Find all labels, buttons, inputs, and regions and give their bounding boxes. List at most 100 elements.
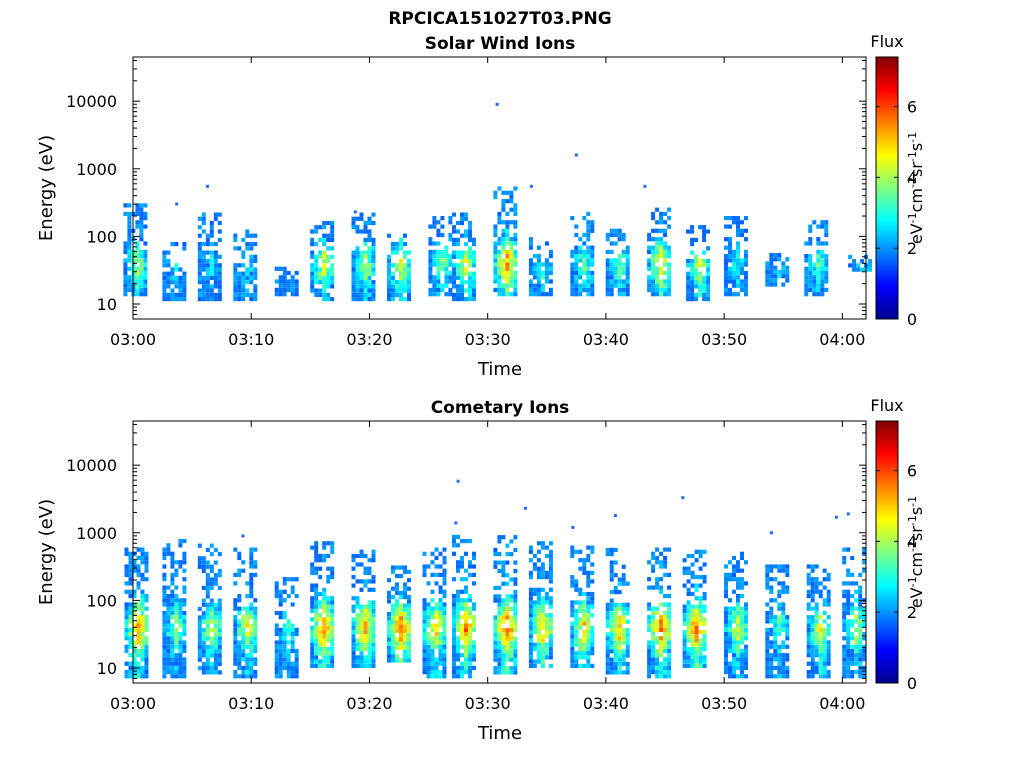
flux-cell	[810, 665, 815, 670]
flux-cell	[205, 258, 210, 264]
flux-cell	[540, 655, 545, 660]
flux-cell	[428, 287, 433, 292]
flux-cell	[249, 632, 254, 637]
flux-cell	[769, 598, 774, 603]
flux-cell	[209, 288, 214, 293]
flux-cell	[625, 661, 630, 667]
flux-cell	[625, 262, 630, 267]
colorbar-tick-label: 0	[907, 674, 917, 693]
flux-cell	[655, 661, 660, 666]
flux-cell	[501, 245, 506, 250]
flux-cell	[493, 275, 498, 280]
flux-cell	[586, 642, 591, 647]
flux-cell	[318, 566, 323, 571]
flux-cell	[765, 568, 770, 573]
flux-cell	[513, 598, 518, 603]
flux-cell	[127, 258, 132, 263]
flux-cell	[213, 645, 218, 650]
flux-cell	[505, 666, 510, 671]
flux-cell	[314, 600, 319, 605]
flux-cell	[659, 254, 664, 259]
flux-burst	[452, 212, 476, 302]
flux-cell	[505, 266, 510, 271]
flux-cell	[532, 283, 537, 288]
flux-cell	[694, 583, 699, 588]
flux-cell	[399, 624, 403, 629]
flux-cell	[765, 648, 770, 654]
flux-cell	[605, 653, 610, 658]
flux-cell	[217, 615, 222, 620]
flux-cell	[570, 608, 575, 613]
flux-cell	[468, 598, 472, 603]
flux-cell	[528, 237, 533, 242]
flux-cell	[182, 271, 187, 276]
flux-cell	[740, 220, 744, 225]
flux-cell	[818, 589, 823, 594]
flux-cell	[162, 555, 167, 561]
flux-cell	[355, 600, 360, 605]
flux-cell	[854, 581, 859, 586]
flux-cell	[513, 254, 518, 259]
flux-cell	[294, 270, 299, 276]
flux-cell	[732, 292, 736, 297]
flux-cell	[621, 640, 626, 645]
flux-cell	[617, 615, 622, 620]
flux-cell	[773, 564, 778, 569]
flux-cell	[773, 274, 778, 279]
flux-cell	[505, 602, 510, 607]
flux-cell	[452, 263, 456, 268]
flux-cell	[472, 665, 476, 670]
flux-cell	[578, 270, 583, 276]
flux-cell	[501, 237, 506, 242]
flux-cell	[170, 653, 175, 658]
flux-cell	[765, 665, 770, 670]
flux-cell	[613, 619, 618, 624]
flux-cell	[403, 624, 407, 629]
flux-cell	[166, 292, 171, 297]
flux-cell	[144, 555, 149, 561]
flux-cell	[582, 270, 587, 276]
flux-cell	[578, 292, 583, 297]
flux-cell	[804, 241, 809, 246]
flux-cell	[736, 254, 740, 259]
flux-cell	[728, 648, 732, 654]
flux-cell	[728, 610, 732, 616]
flux-cell	[201, 564, 206, 569]
flux-cell	[605, 649, 610, 654]
flux-cell	[544, 591, 549, 597]
flux-cell	[174, 657, 179, 662]
flux-cell	[536, 651, 541, 656]
flux-cell	[501, 636, 506, 641]
flux-cell	[363, 566, 368, 571]
flux-cell	[403, 275, 407, 280]
flux-cell	[456, 644, 460, 649]
flux-cell	[769, 261, 774, 266]
flux-cell	[690, 225, 695, 230]
flux-cell	[647, 615, 652, 620]
flux-cell	[197, 225, 202, 230]
flux-cell	[493, 594, 498, 599]
flux-cell	[540, 275, 545, 280]
flux-cell	[686, 646, 691, 652]
flux-cell	[166, 623, 171, 628]
flux-cell	[456, 534, 460, 539]
flux-cell	[617, 636, 622, 641]
flux-cell	[162, 665, 167, 670]
flux-cell	[728, 560, 732, 565]
flux-cell	[170, 292, 175, 297]
flux-cell	[399, 297, 403, 302]
flux-cell	[359, 250, 364, 255]
flux-cell	[651, 564, 656, 569]
flux-cell	[322, 267, 327, 272]
flux-cell	[698, 638, 703, 643]
flux-cell	[501, 199, 506, 204]
flux-cell	[135, 249, 140, 254]
flux-cell	[773, 644, 778, 649]
flux-cell	[351, 646, 356, 652]
flux-cell	[170, 297, 175, 302]
flux-cell	[651, 640, 656, 645]
flux-cell	[647, 266, 652, 271]
flux-cell	[241, 674, 246, 679]
flux-cell	[663, 640, 668, 645]
flux-cell	[124, 610, 129, 616]
